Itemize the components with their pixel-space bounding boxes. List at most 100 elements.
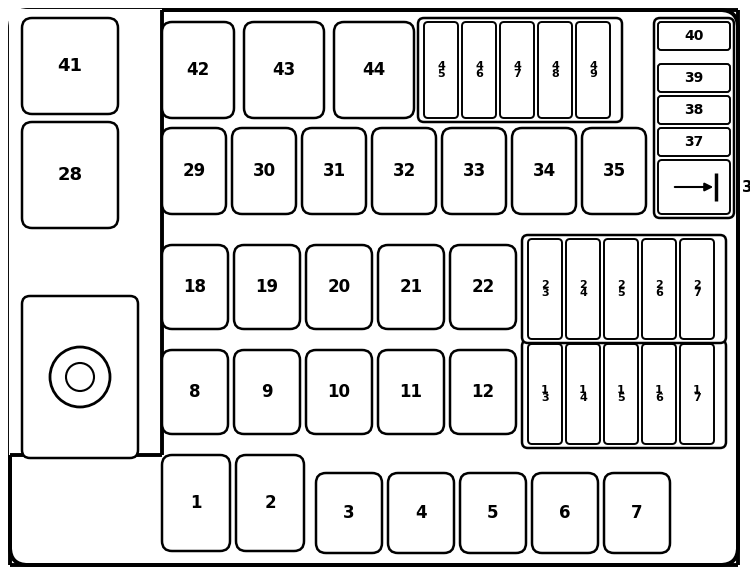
- FancyBboxPatch shape: [680, 239, 714, 339]
- FancyBboxPatch shape: [162, 350, 228, 434]
- Text: 4
8: 4 8: [551, 61, 559, 80]
- Text: 2
5: 2 5: [617, 280, 625, 298]
- FancyBboxPatch shape: [22, 122, 118, 228]
- Text: 2: 2: [264, 494, 276, 512]
- Text: 32: 32: [392, 162, 416, 180]
- Text: 18: 18: [184, 278, 206, 296]
- FancyBboxPatch shape: [658, 64, 730, 92]
- FancyBboxPatch shape: [162, 245, 228, 329]
- Text: 40: 40: [684, 29, 703, 43]
- FancyBboxPatch shape: [658, 128, 730, 156]
- FancyBboxPatch shape: [232, 128, 296, 214]
- Text: 1
3: 1 3: [542, 385, 549, 403]
- FancyBboxPatch shape: [528, 344, 562, 444]
- FancyBboxPatch shape: [582, 128, 646, 214]
- FancyBboxPatch shape: [658, 96, 730, 124]
- FancyBboxPatch shape: [244, 22, 324, 118]
- Text: 21: 21: [400, 278, 422, 296]
- FancyBboxPatch shape: [658, 160, 730, 214]
- Text: 39: 39: [684, 71, 703, 85]
- Text: 12: 12: [472, 383, 494, 401]
- Text: 9: 9: [261, 383, 273, 401]
- FancyBboxPatch shape: [234, 350, 300, 434]
- Text: 8: 8: [189, 383, 201, 401]
- Text: 30: 30: [253, 162, 275, 180]
- Text: 19: 19: [256, 278, 278, 296]
- FancyBboxPatch shape: [576, 22, 610, 118]
- FancyBboxPatch shape: [460, 473, 526, 553]
- Text: 20: 20: [328, 278, 350, 296]
- FancyBboxPatch shape: [424, 22, 458, 118]
- FancyBboxPatch shape: [462, 22, 496, 118]
- Text: 42: 42: [186, 61, 209, 79]
- Text: 2
3: 2 3: [542, 280, 549, 298]
- Text: 3: 3: [344, 504, 355, 522]
- FancyBboxPatch shape: [378, 245, 444, 329]
- FancyBboxPatch shape: [234, 245, 300, 329]
- Text: 4
6: 4 6: [475, 61, 483, 80]
- Text: 29: 29: [182, 162, 206, 180]
- FancyBboxPatch shape: [538, 22, 572, 118]
- Text: 38: 38: [684, 103, 703, 117]
- FancyBboxPatch shape: [162, 22, 234, 118]
- FancyBboxPatch shape: [10, 10, 738, 565]
- Text: 43: 43: [272, 61, 296, 79]
- Text: 2
4: 2 4: [579, 280, 587, 298]
- FancyBboxPatch shape: [522, 340, 726, 448]
- Text: 33: 33: [462, 162, 486, 180]
- FancyBboxPatch shape: [22, 18, 118, 114]
- FancyBboxPatch shape: [566, 239, 600, 339]
- FancyBboxPatch shape: [532, 473, 598, 553]
- Text: 7: 7: [632, 504, 643, 522]
- FancyBboxPatch shape: [604, 239, 638, 339]
- Bar: [9, 9, 162, 455]
- FancyBboxPatch shape: [236, 455, 304, 551]
- Text: 1
5: 1 5: [617, 385, 625, 403]
- Text: 34: 34: [532, 162, 556, 180]
- FancyBboxPatch shape: [306, 350, 372, 434]
- FancyBboxPatch shape: [418, 18, 622, 122]
- FancyBboxPatch shape: [642, 239, 676, 339]
- Text: 36: 36: [742, 179, 750, 194]
- FancyBboxPatch shape: [442, 128, 506, 214]
- Text: 4
7: 4 7: [513, 61, 521, 80]
- Text: 1
7: 1 7: [693, 385, 700, 403]
- FancyBboxPatch shape: [450, 245, 516, 329]
- FancyBboxPatch shape: [372, 128, 436, 214]
- FancyBboxPatch shape: [658, 22, 730, 50]
- Text: 1
4: 1 4: [579, 385, 587, 403]
- Text: 31: 31: [322, 162, 346, 180]
- FancyBboxPatch shape: [162, 128, 226, 214]
- FancyBboxPatch shape: [388, 473, 454, 553]
- FancyBboxPatch shape: [642, 344, 676, 444]
- FancyBboxPatch shape: [500, 22, 534, 118]
- FancyBboxPatch shape: [334, 22, 414, 118]
- Text: 5: 5: [488, 504, 499, 522]
- Text: 2
7: 2 7: [693, 280, 700, 298]
- FancyBboxPatch shape: [654, 18, 734, 218]
- Text: 10: 10: [328, 383, 350, 401]
- FancyBboxPatch shape: [162, 455, 230, 551]
- Text: 22: 22: [471, 278, 495, 296]
- FancyBboxPatch shape: [22, 296, 138, 458]
- FancyBboxPatch shape: [512, 128, 576, 214]
- Text: 44: 44: [362, 61, 386, 79]
- Text: 4
5: 4 5: [437, 61, 445, 80]
- Text: 35: 35: [602, 162, 625, 180]
- Text: 2
6: 2 6: [655, 280, 663, 298]
- Text: 1
6: 1 6: [655, 385, 663, 403]
- Text: 1: 1: [190, 494, 202, 512]
- Text: 4
9: 4 9: [589, 61, 597, 80]
- FancyBboxPatch shape: [306, 245, 372, 329]
- Text: 4: 4: [416, 504, 427, 522]
- FancyBboxPatch shape: [680, 344, 714, 444]
- FancyBboxPatch shape: [566, 344, 600, 444]
- FancyBboxPatch shape: [604, 344, 638, 444]
- Text: 37: 37: [684, 135, 703, 149]
- Text: 41: 41: [58, 57, 82, 75]
- FancyBboxPatch shape: [378, 350, 444, 434]
- Text: 11: 11: [400, 383, 422, 401]
- FancyBboxPatch shape: [450, 350, 516, 434]
- Text: 6: 6: [560, 504, 571, 522]
- Text: 28: 28: [58, 166, 82, 184]
